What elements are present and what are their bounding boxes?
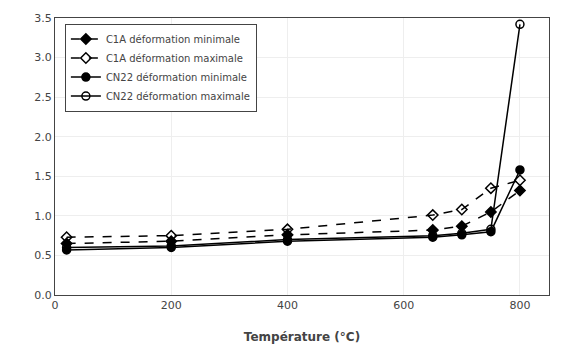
svg-text:3.0: 3.0 xyxy=(34,51,52,64)
svg-text:0.5: 0.5 xyxy=(34,249,52,262)
svg-text:C1A déformation minimale: C1A déformation minimale xyxy=(106,34,240,45)
svg-text:3.5: 3.5 xyxy=(34,12,52,25)
svg-text:CN22 déformation maximale: CN22 déformation maximale xyxy=(106,91,250,102)
svg-text:600: 600 xyxy=(393,299,414,312)
svg-text:0: 0 xyxy=(52,299,59,312)
svg-text:2.0: 2.0 xyxy=(34,131,52,144)
svg-text:2.5: 2.5 xyxy=(34,91,52,104)
svg-text:1.5: 1.5 xyxy=(34,170,52,183)
svg-text:200: 200 xyxy=(161,299,182,312)
svg-text:1.0: 1.0 xyxy=(34,210,52,223)
svg-text:CN22 déformation minimale: CN22 déformation minimale xyxy=(106,72,247,83)
svg-text:400: 400 xyxy=(277,299,298,312)
svg-text:C1A déformation maximale: C1A déformation maximale xyxy=(106,53,243,64)
svg-text:Température (°C): Température (°C) xyxy=(244,330,360,344)
svg-text:800: 800 xyxy=(509,299,530,312)
svg-text:0.0: 0.0 xyxy=(34,289,52,302)
